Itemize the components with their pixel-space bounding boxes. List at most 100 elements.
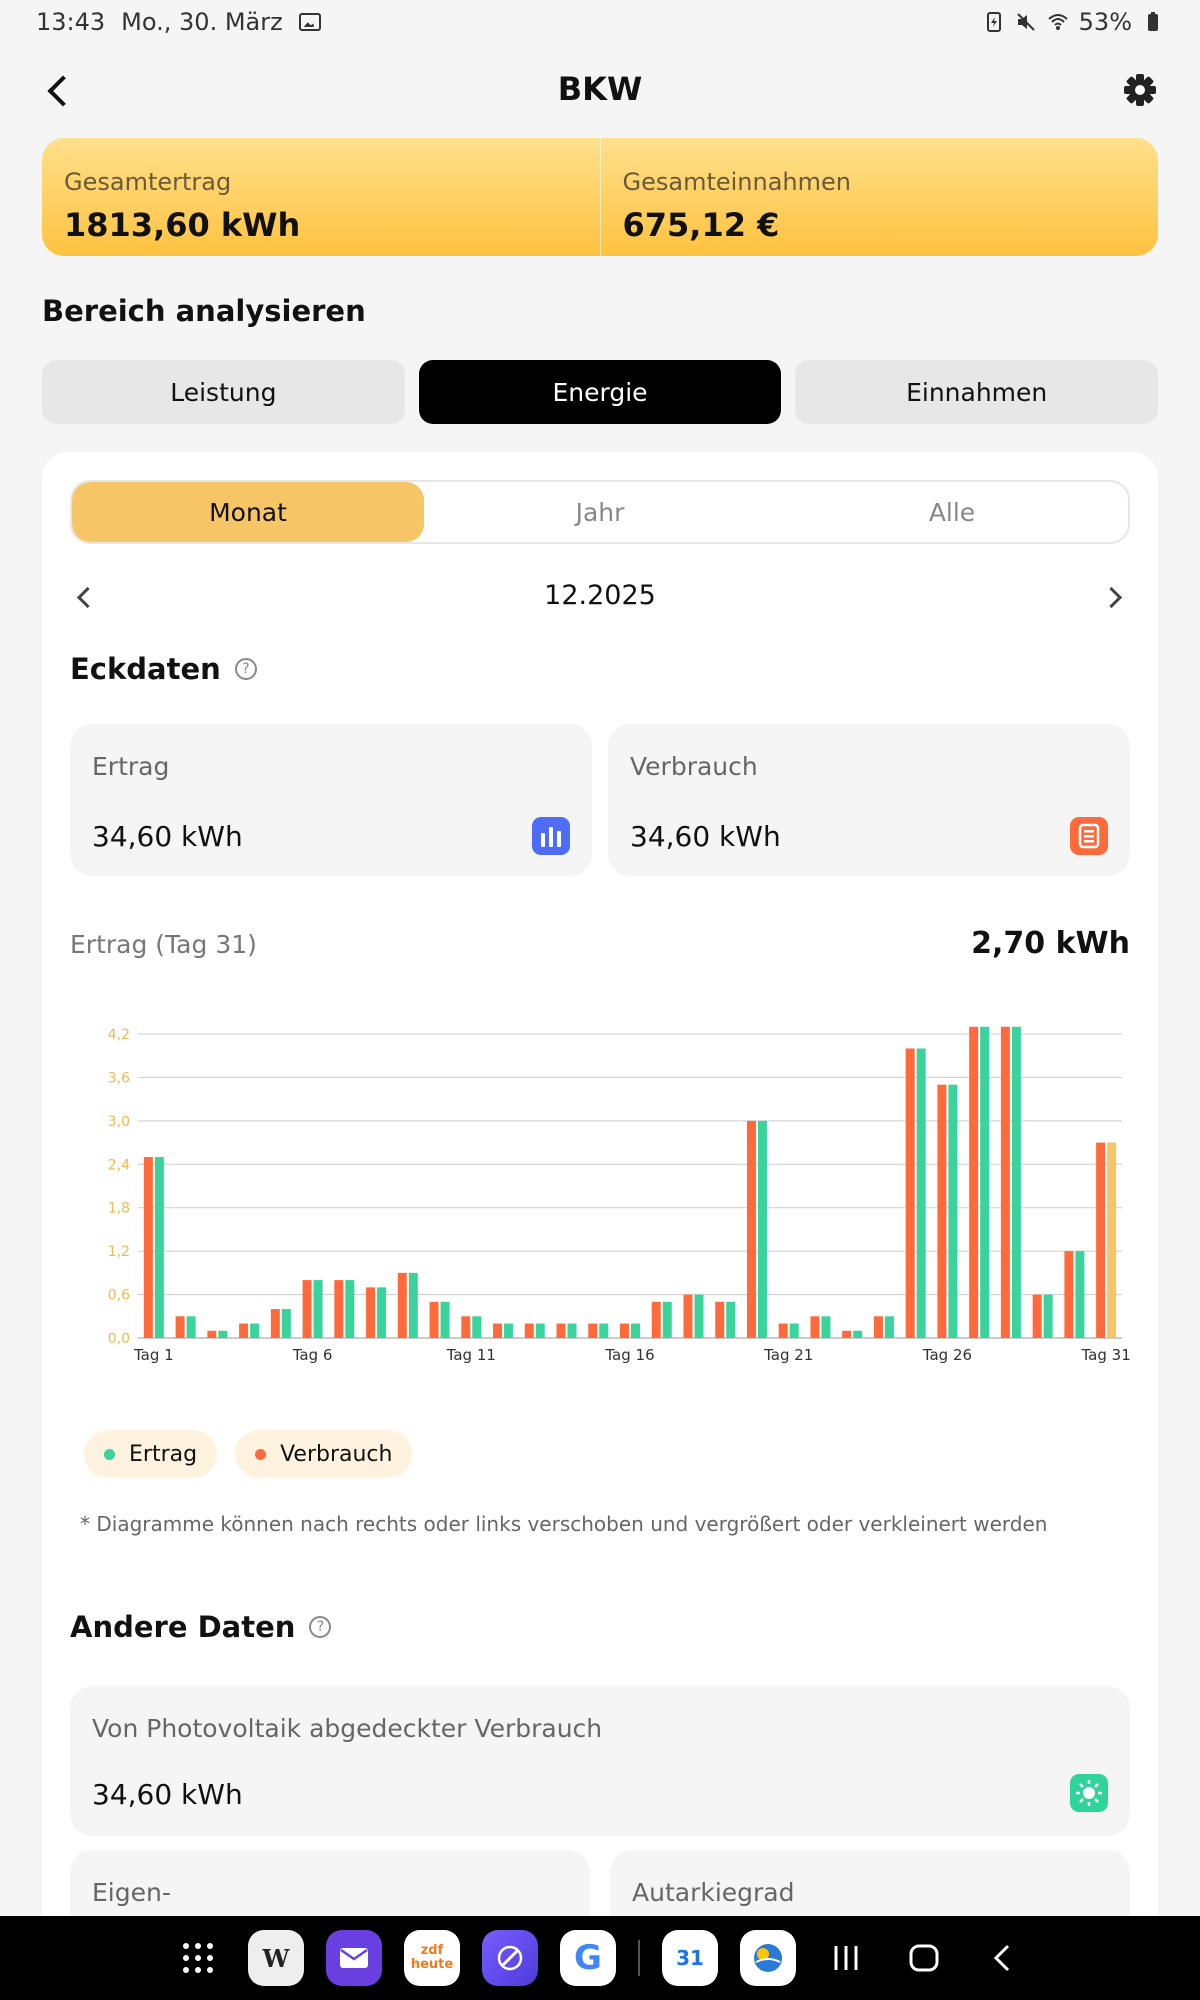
bar-chart-icon[interactable] bbox=[532, 817, 570, 855]
bar-ertrag[interactable] bbox=[535, 1323, 545, 1338]
period-all[interactable]: Alle bbox=[928, 497, 976, 527]
legend-ertrag[interactable]: Ertrag bbox=[84, 1430, 218, 1478]
image-notification-icon bbox=[298, 13, 321, 31]
consumption-value: 34,60 kWh bbox=[630, 820, 781, 853]
bar-ertrag[interactable] bbox=[567, 1323, 577, 1338]
bar-verbrauch[interactable] bbox=[905, 1048, 915, 1338]
current-period: 12.2025 bbox=[544, 580, 656, 611]
bar-ertrag[interactable] bbox=[789, 1323, 799, 1338]
bar-verbrauch[interactable] bbox=[1096, 1142, 1106, 1338]
bar-ertrag[interactable] bbox=[504, 1323, 514, 1338]
system-back-button[interactable] bbox=[974, 1930, 1030, 1986]
bar-verbrauch[interactable] bbox=[334, 1280, 344, 1338]
wikipedia-app-icon[interactable]: W bbox=[248, 1930, 304, 1986]
tab-leistung[interactable]: Leistung bbox=[42, 360, 405, 424]
total-income-value: 675,12 € bbox=[622, 206, 780, 244]
bar-ertrag[interactable] bbox=[313, 1280, 323, 1338]
system-nav-bar: W zdf heute G 31 bbox=[0, 1916, 1200, 2000]
bar-ertrag[interactable] bbox=[250, 1323, 260, 1338]
bar-verbrauch[interactable] bbox=[1000, 1026, 1010, 1338]
bar-ertrag[interactable] bbox=[472, 1316, 482, 1338]
bar-verbrauch[interactable] bbox=[715, 1301, 725, 1338]
bar-verbrauch[interactable] bbox=[143, 1157, 153, 1338]
bar-ertrag[interactable] bbox=[408, 1272, 418, 1338]
bar-verbrauch[interactable] bbox=[493, 1323, 503, 1338]
bar-ertrag[interactable] bbox=[757, 1120, 767, 1338]
bar-ertrag[interactable] bbox=[281, 1309, 291, 1338]
calendar-app-icon[interactable]: 31 bbox=[662, 1930, 718, 1986]
bar-verbrauch[interactable] bbox=[429, 1301, 439, 1338]
bar-ertrag[interactable] bbox=[662, 1301, 672, 1338]
settings-button[interactable] bbox=[1120, 70, 1160, 110]
bar-ertrag[interactable] bbox=[853, 1330, 863, 1338]
bar-ertrag[interactable] bbox=[440, 1301, 450, 1338]
energy-bar-chart[interactable]: 0,0 0,6 1,2 1,8 2,4 3,0 3,6 4,2 Tag 1 Tag 6 Tag 11… bbox=[62, 1012, 1142, 1382]
bar-ertrag[interactable] bbox=[916, 1048, 926, 1338]
bar-ertrag[interactable] bbox=[980, 1026, 990, 1338]
bar-verbrauch[interactable] bbox=[461, 1316, 471, 1338]
total-income: Gesamteinnahmen 675,12 € bbox=[599, 138, 1159, 256]
bar-verbrauch[interactable] bbox=[207, 1330, 217, 1338]
bar-verbrauch[interactable] bbox=[1064, 1251, 1074, 1338]
bar-ertrag[interactable] bbox=[186, 1316, 196, 1338]
bar-ertrag[interactable] bbox=[884, 1316, 894, 1338]
zdf-heute-app-icon[interactable]: zdf heute bbox=[404, 1930, 460, 1986]
yield-value: 34,60 kWh bbox=[92, 820, 243, 853]
bar-verbrauch[interactable] bbox=[524, 1323, 534, 1338]
period-year[interactable]: Jahr bbox=[575, 497, 625, 527]
google-app-icon[interactable]: G bbox=[560, 1930, 616, 1986]
total-yield: Gesamtertrag 1813,60 kWh bbox=[42, 138, 600, 256]
bar-ertrag[interactable] bbox=[694, 1294, 704, 1338]
tab-energie[interactable]: Energie bbox=[418, 360, 782, 424]
bar-verbrauch[interactable] bbox=[651, 1301, 661, 1338]
bar-ertrag[interactable] bbox=[1107, 1142, 1117, 1338]
bar-ertrag[interactable] bbox=[218, 1330, 228, 1338]
bar-ertrag[interactable] bbox=[345, 1280, 355, 1338]
weather-app-icon[interactable] bbox=[740, 1930, 796, 1986]
recents-button[interactable] bbox=[818, 1930, 874, 1986]
sun-icon[interactable] bbox=[1070, 1774, 1108, 1812]
bar-verbrauch[interactable] bbox=[842, 1330, 852, 1338]
bar-verbrauch[interactable] bbox=[366, 1287, 376, 1338]
bar-verbrauch[interactable] bbox=[239, 1323, 249, 1338]
home-button[interactable] bbox=[896, 1930, 952, 1986]
bar-verbrauch[interactable] bbox=[270, 1309, 280, 1338]
help-icon[interactable]: ? bbox=[309, 1616, 332, 1638]
bar-ertrag[interactable] bbox=[1075, 1251, 1085, 1338]
bar-ertrag[interactable] bbox=[631, 1323, 640, 1338]
bar-verbrauch[interactable] bbox=[810, 1316, 820, 1338]
bar-verbrauch[interactable] bbox=[683, 1294, 693, 1338]
tab-einnahmen[interactable]: Einnahmen bbox=[795, 360, 1159, 424]
bar-ertrag[interactable] bbox=[1011, 1026, 1021, 1338]
bar-verbrauch[interactable] bbox=[302, 1280, 312, 1338]
bar-verbrauch[interactable] bbox=[175, 1316, 185, 1338]
bar-ertrag[interactable] bbox=[948, 1084, 958, 1338]
bar-verbrauch[interactable] bbox=[778, 1323, 788, 1338]
period-month[interactable]: Monat bbox=[72, 482, 424, 542]
bar-ertrag[interactable] bbox=[599, 1323, 609, 1338]
bar-verbrauch[interactable] bbox=[937, 1084, 947, 1338]
bar-ertrag[interactable] bbox=[726, 1301, 736, 1338]
bar-verbrauch[interactable] bbox=[969, 1026, 979, 1338]
bar-verbrauch[interactable] bbox=[588, 1323, 598, 1338]
apps-grid-icon[interactable] bbox=[170, 1930, 226, 1986]
bar-verbrauch[interactable] bbox=[746, 1120, 756, 1338]
legend-verbrauch[interactable]: Verbrauch bbox=[235, 1430, 413, 1478]
total-yield-label: Gesamtertrag bbox=[64, 168, 232, 196]
list-icon[interactable] bbox=[1070, 817, 1108, 855]
bar-ertrag[interactable] bbox=[821, 1316, 831, 1338]
help-icon[interactable]: ? bbox=[234, 658, 257, 680]
next-month-button[interactable] bbox=[1100, 582, 1130, 612]
bar-ertrag[interactable] bbox=[377, 1287, 387, 1338]
bar-verbrauch[interactable] bbox=[873, 1316, 883, 1338]
mail-app-icon[interactable] bbox=[326, 1930, 382, 1986]
nav-divider bbox=[638, 1940, 640, 1976]
bar-ertrag[interactable] bbox=[1043, 1294, 1053, 1338]
chart-selection-label: Ertrag (Tag 31) bbox=[70, 930, 257, 959]
bar-verbrauch[interactable] bbox=[620, 1323, 629, 1338]
bar-verbrauch[interactable] bbox=[1032, 1294, 1042, 1338]
bar-verbrauch[interactable] bbox=[397, 1272, 407, 1338]
bar-ertrag[interactable] bbox=[154, 1157, 164, 1338]
bar-verbrauch[interactable] bbox=[556, 1323, 566, 1338]
browser-app-icon[interactable] bbox=[482, 1930, 538, 1986]
